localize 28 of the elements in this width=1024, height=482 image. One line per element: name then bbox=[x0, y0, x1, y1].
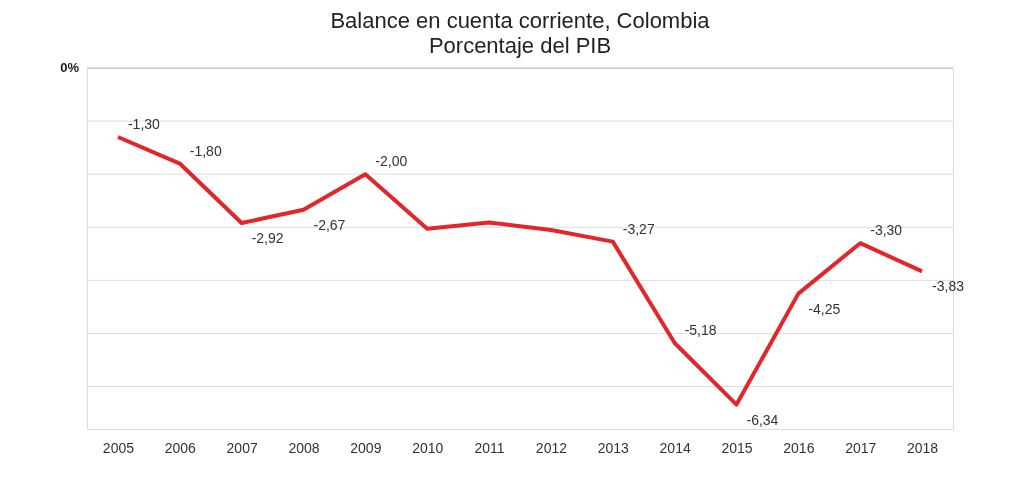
text: 0% bbox=[60, 60, 80, 75]
x-tick-label: 2014 bbox=[659, 439, 691, 456]
data-label: -2,00 bbox=[375, 153, 408, 170]
x-tick-label: 2015 bbox=[721, 439, 753, 456]
x-tick-label: 2016 bbox=[783, 439, 815, 456]
data-label: -3,27 bbox=[622, 220, 655, 237]
data-label: -1,30 bbox=[127, 116, 161, 133]
x-tick-label: 2006 bbox=[164, 439, 197, 456]
x-tick-label: 2005 bbox=[102, 439, 135, 456]
x-tick-label: 2008 bbox=[288, 439, 320, 456]
data-label: -5,18 bbox=[684, 322, 717, 338]
chart-subtitle: Porcentaje del PIB bbox=[428, 33, 612, 58]
data-label: -4,25 bbox=[808, 300, 841, 317]
x-tick-label: 2010 bbox=[412, 439, 444, 456]
x-tick-label: 2018 bbox=[906, 439, 939, 456]
data-label: -6,34 bbox=[746, 411, 779, 428]
x-tick-label: 2013 bbox=[597, 439, 630, 456]
x-tick-label: 2009 bbox=[350, 439, 382, 456]
data-label: -1,80 bbox=[189, 142, 222, 159]
data-label: -2,92 bbox=[251, 230, 284, 247]
x-tick-label: 2011 bbox=[474, 439, 505, 456]
x-tick-label: 2017 bbox=[845, 439, 877, 456]
data-label: -3,30 bbox=[870, 222, 903, 239]
x-tick-label: 2007 bbox=[226, 439, 258, 456]
data-label: -3,83 bbox=[932, 278, 965, 295]
x-tick-label: 2012 bbox=[535, 439, 568, 456]
data-label: -2,67 bbox=[313, 216, 346, 233]
chart-title: Balance en cuenta corriente, Colombia bbox=[330, 8, 711, 33]
